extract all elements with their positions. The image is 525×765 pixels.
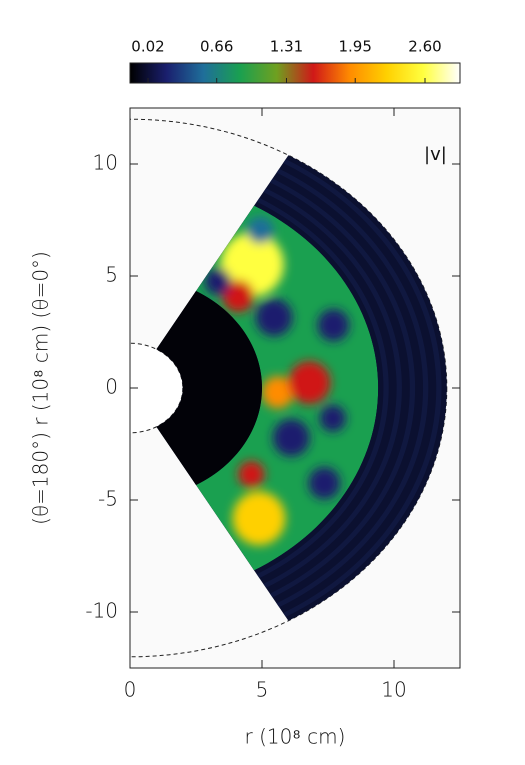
flow-blob xyxy=(319,404,346,432)
plot-area xyxy=(130,118,448,658)
y-tick-label: -5 xyxy=(98,487,118,511)
flow-blob xyxy=(272,418,310,457)
colorbar-tick-label: 2.60 xyxy=(408,38,441,56)
x-tick-label: 5 xyxy=(256,678,269,702)
flow-blob xyxy=(204,268,232,296)
flow-blob xyxy=(247,216,274,244)
flow-blob xyxy=(261,376,294,409)
flow-blob xyxy=(317,309,350,342)
flow-blob xyxy=(238,460,265,488)
x-tick-label: 0 xyxy=(124,678,137,702)
y-tick-label: 10 xyxy=(93,151,118,175)
colorbar xyxy=(129,62,461,84)
flow-structures xyxy=(204,216,350,546)
flow-blob xyxy=(288,361,331,405)
flow-blob xyxy=(222,280,255,313)
convective-zone xyxy=(196,205,379,571)
x-axis-label: r (10⁸ cm) xyxy=(245,725,346,749)
flow-blob xyxy=(255,298,293,337)
annotation: |v| xyxy=(424,144,447,165)
flow-blob xyxy=(308,467,341,500)
colorbar-tick-label: 1.95 xyxy=(339,38,372,56)
y-axis-label: (θ=180°) r (10⁸ cm) (θ=0°) xyxy=(29,251,53,525)
x-tick-label: 10 xyxy=(381,678,406,702)
flow-blob xyxy=(232,491,286,546)
y-tick-label: -10 xyxy=(85,599,118,623)
inner-core xyxy=(156,291,262,485)
colorbar-tick-label: 0.66 xyxy=(200,38,233,56)
y-tick-label: 0 xyxy=(105,375,118,399)
y-tick-label: 5 xyxy=(105,263,118,287)
colorbar-tick-label: 1.31 xyxy=(270,38,303,56)
colorbar-tick-label: 0.02 xyxy=(131,38,164,56)
